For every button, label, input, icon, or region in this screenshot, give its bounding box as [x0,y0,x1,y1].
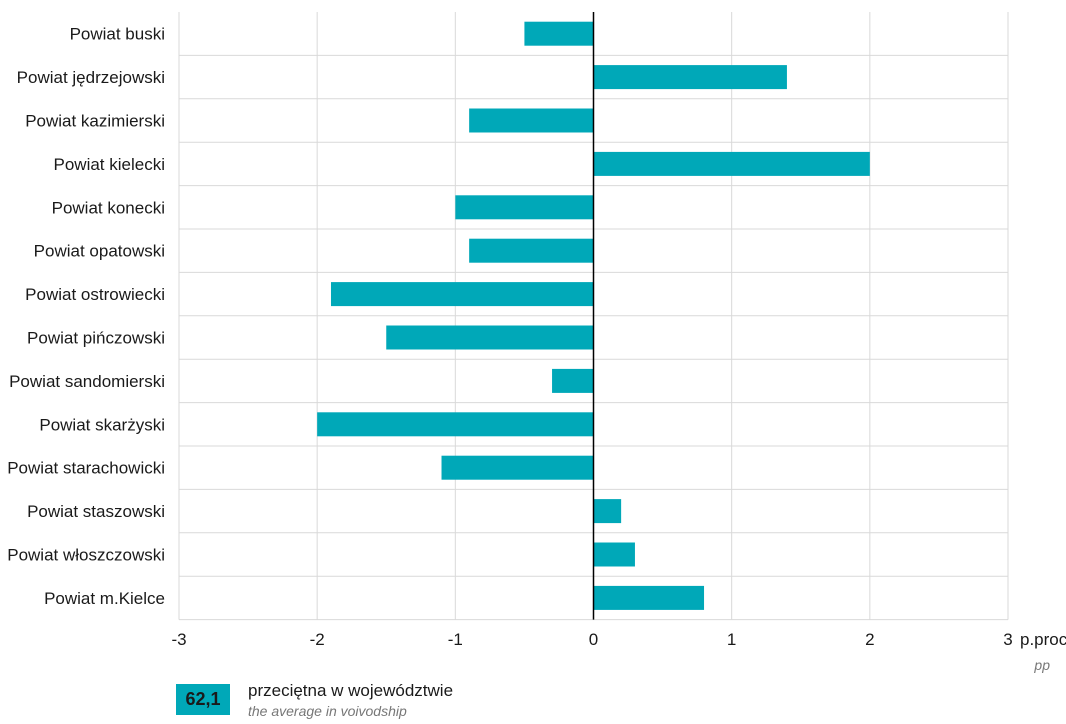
bar [593,542,635,567]
category-label: Powiat sandomierski [9,372,165,391]
bar-chart: Powiat buski Powiat jędrzejowski Powiat ka… [7,12,1066,673]
category-label: Powiat buski [70,25,165,44]
bar [455,195,594,220]
category-label: Powiat skarżyski [39,415,165,434]
x-axis-unit-label-en: pp [1033,657,1050,673]
category-label: Powiat opatowski [34,242,165,261]
bar [330,282,594,307]
bars [317,21,870,610]
x-tick-label: 3 [1003,630,1012,649]
x-tick-labels: -3 -2 -1 0 1 2 3 [171,630,1012,649]
bar [469,238,594,263]
bar [593,65,787,90]
category-label: Powiat włoszczowski [7,546,165,565]
bar [317,412,594,437]
category-label: Powiat pińczowski [27,329,165,348]
category-label: Powiat staszowski [27,502,165,521]
category-label: Powiat kielecki [54,155,166,174]
x-axis-unit-label: p.proc [1020,630,1066,649]
bar [593,499,622,524]
legend-label-pl: przeciętna w województwie [248,681,454,700]
x-tick-label: 0 [589,630,598,649]
legend-text: przeciętna w województwie the average in… [248,680,453,720]
x-tick-label: 2 [865,630,874,649]
x-tick-label: -1 [448,630,463,649]
category-label: Powiat konecki [52,198,165,217]
category-label: Powiat jędrzejowski [17,68,165,87]
bar [552,368,594,393]
legend-label-en: the average in voivodship [248,703,407,719]
x-tick-label: 1 [727,630,736,649]
category-label: Powiat ostrowiecki [25,285,165,304]
category-label: Powiat starachowicki [7,459,165,478]
bar [441,455,594,480]
category-labels: Powiat buski Powiat jędrzejowski Powiat ka… [7,25,165,608]
legend-value-box: 62,1 [176,684,230,715]
category-label: Powiat kazimierski [25,112,165,131]
x-tick-label: -3 [171,630,186,649]
bar [386,325,594,350]
bar [469,108,594,133]
bar [593,585,705,610]
bar [524,21,594,46]
category-label: Powiat m.Kielce [44,589,165,608]
x-tick-label: -2 [310,630,325,649]
bar [593,151,870,176]
